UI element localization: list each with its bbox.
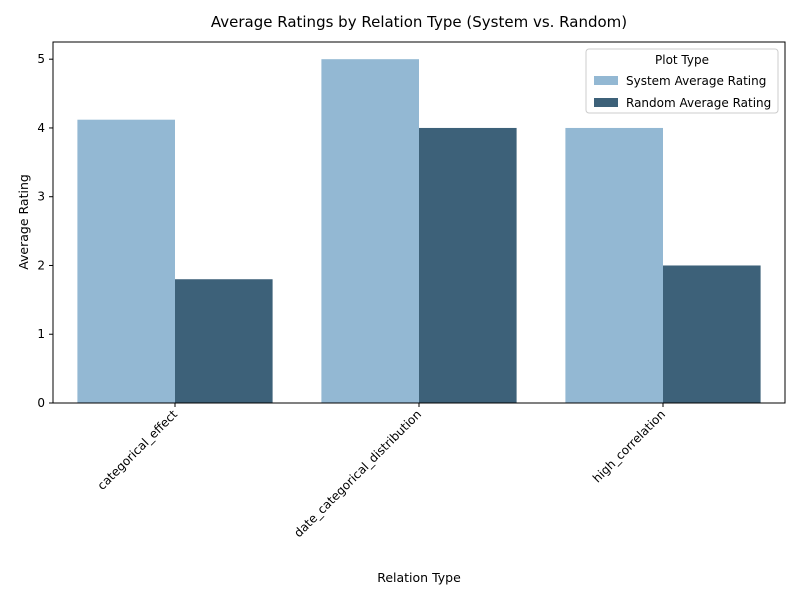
bar-categorical_effect-system <box>77 119 175 403</box>
legend-title: Plot Type <box>655 53 709 67</box>
x-tick-label: categorical_effect <box>95 407 181 493</box>
x-tick-label: high_correlation <box>590 407 668 485</box>
legend-label: Random Average Rating <box>626 96 771 110</box>
chart-title: Average Ratings by Relation Type (System… <box>211 13 627 31</box>
bar-high_correlation-system <box>565 127 663 403</box>
legend-swatch <box>594 98 618 107</box>
bar-high_correlation-random <box>663 265 761 403</box>
x-axis-label: Relation Type <box>377 570 461 585</box>
legend: Plot Type System Average Rating Random Ave… <box>585 48 779 114</box>
y-tick-label: 0 <box>37 396 45 410</box>
legend-swatch <box>594 76 618 85</box>
y-tick-label: 5 <box>37 52 45 66</box>
x-tick-label: date_categorical_distribution <box>291 407 424 540</box>
y-tick-label: 1 <box>37 327 45 341</box>
bar-date_categorical_distribution-random <box>419 127 517 403</box>
plot-area: 0 1 2 3 4 5 categorical_effect date_categorical… <box>37 41 786 540</box>
y-tick-label: 3 <box>37 190 45 204</box>
bar-date_categorical_distribution-system <box>321 59 419 403</box>
legend-box <box>585 48 779 114</box>
y-tick-label: 2 <box>37 258 45 272</box>
legend-label: System Average Rating <box>626 74 766 88</box>
y-axis-label: Average Rating <box>16 174 31 270</box>
y-tick-label: 4 <box>37 121 45 135</box>
bar-categorical_effect-random <box>175 279 273 403</box>
